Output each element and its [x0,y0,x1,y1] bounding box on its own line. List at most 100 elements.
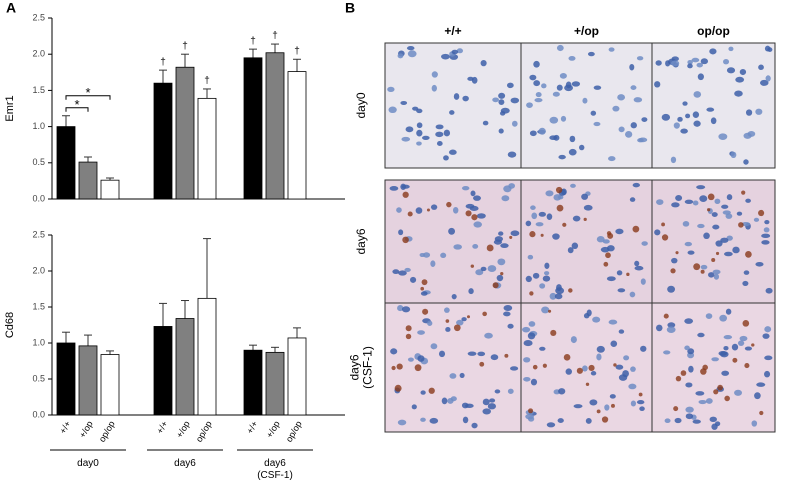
cell-nucleus [743,270,750,275]
y-tick-label: 2.5 [32,12,45,22]
cell-nucleus [634,265,644,271]
cell-nucleus [760,79,769,86]
cell-nucleus [615,364,624,370]
significance-marker: † [250,36,256,47]
cell-nucleus [708,272,715,278]
cell-nucleus [736,211,743,216]
cell-nucleus [721,370,730,376]
significance-marker: † [160,57,166,68]
cell-nucleus [525,220,532,227]
bar [243,349,263,416]
cell-nucleus [535,91,542,98]
cell-nucleus [476,213,486,219]
cell-nucleus [726,67,736,74]
cell-nucleus [498,99,505,106]
cell-nucleus [546,213,553,220]
cell-nucleus [721,204,729,209]
cell-nucleus [572,215,581,222]
stained-macrophage [482,311,487,317]
cell-nucleus [764,370,771,378]
cell-nucleus [583,204,593,211]
cell-nucleus [737,340,745,346]
cell-nucleus [539,283,546,289]
cell-nucleus [497,258,506,266]
cell-nucleus [445,327,451,332]
significance-bracket [65,107,89,112]
cell-nucleus [545,190,554,197]
bar [100,354,120,416]
cell-nucleus [449,373,457,379]
cell-nucleus [581,193,589,200]
cell-nucleus [758,64,764,71]
stained-macrophage [402,236,409,244]
significance-marker: † [272,31,278,42]
cell-nucleus [482,120,489,126]
cell-nucleus [490,354,499,361]
cell-nucleus [557,418,564,423]
cell-nucleus [430,260,436,268]
cell-nucleus [526,102,533,108]
cell-nucleus [630,85,637,90]
cell-nucleus [615,228,624,235]
cell-nucleus [725,213,733,219]
cell-nucleus [549,116,559,124]
cell-nucleus [416,141,422,146]
cell-nucleus [634,260,640,267]
cell-nucleus [714,198,721,205]
cell-nucleus [764,45,771,52]
cell-nucleus [628,383,637,390]
cell-nucleus [761,240,770,245]
group-label: day0 [77,458,99,469]
cell-nucleus [671,202,680,208]
y-tick-label: 0.5 [32,373,45,383]
stained-macrophage [626,272,630,276]
stained-macrophage [605,252,611,259]
cell-nucleus [712,269,721,275]
cell-nucleus [539,346,546,351]
stained-macrophage [446,201,452,208]
row-label: day6(CSF-1) [348,346,375,389]
cell-nucleus [511,120,518,127]
cell-nucleus [640,345,647,352]
cell-nucleus [487,265,497,272]
stained-macrophage [758,209,765,217]
genotype-label: op/op [97,419,117,444]
cell-nucleus [654,229,661,236]
cell-nucleus [685,113,691,119]
cell-nucleus [684,199,694,204]
stained-macrophage [732,357,738,363]
cell-nucleus [735,76,745,83]
cell-nucleus [693,120,701,127]
cell-nucleus [684,345,690,351]
panel-label: B [345,0,355,16]
cell-nucleus [398,229,404,236]
cell-nucleus [487,403,497,410]
cell-nucleus [755,261,764,267]
cell-nucleus [419,252,426,258]
row-label: day0 [354,92,368,118]
cell-nucleus [691,57,700,63]
cell-nucleus [546,422,556,428]
cell-nucleus [558,388,566,395]
cell-nucleus [400,100,408,105]
cell-nucleus [633,97,643,103]
cell-nucleus [731,343,739,351]
cell-nucleus [500,243,509,249]
cell-nucleus [630,400,637,407]
cell-nucleus [392,269,400,275]
stained-macrophage [407,211,413,217]
cell-nucleus [530,378,538,386]
cell-nucleus [401,136,411,142]
cell-nucleus [608,47,615,52]
cell-nucleus [555,287,565,295]
cell-nucleus [623,355,630,361]
cell-nucleus [438,350,446,358]
cell-nucleus [636,56,644,61]
column-label: +/op [574,24,599,38]
stained-macrophage [661,222,665,227]
cell-nucleus [556,84,563,91]
cell-nucleus [492,97,500,103]
stained-macrophage [426,208,430,212]
cell-nucleus [482,398,490,406]
cell-nucleus [629,291,636,298]
